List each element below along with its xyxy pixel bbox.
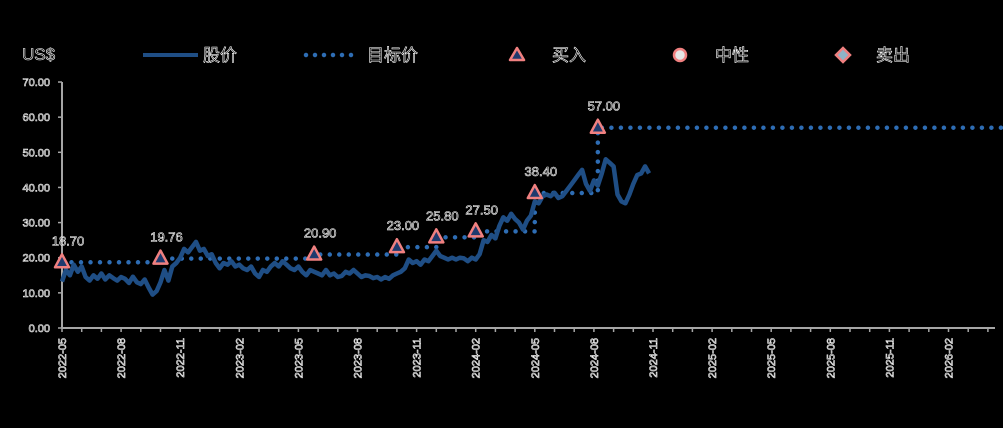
buy-triangle-icon (53, 253, 71, 269)
rating-markers: 18.70 19.76 20.90 23.00 25.80 27.50 38.40 57.00 (51, 98, 621, 269)
buy-triangle-icon (305, 245, 323, 261)
x-tick-label: 2025-05 (766, 338, 778, 378)
x-tick-label: 2024-08 (589, 338, 601, 378)
y-axis-unit-label: US$ (22, 45, 56, 64)
y-tick-label: 50.00 (22, 147, 50, 159)
legend-label-price: 股价 (203, 46, 237, 65)
x-tick-label: 2022-08 (116, 338, 128, 378)
y-tick-label: 40.00 (22, 182, 50, 194)
x-tick-label: 2024-02 (471, 338, 483, 378)
target-price-label: 57.00 (588, 99, 621, 114)
x-tick-label: 2024-05 (530, 338, 542, 378)
target-price-label: 20.90 (304, 226, 337, 241)
y-tick-label: 60.00 (22, 112, 50, 124)
legend-label-sell: 卖出 (876, 46, 910, 65)
legend-label-buy: 买入 (552, 46, 586, 65)
x-tick-label: 2022-05 (57, 338, 69, 378)
buy-triangle-icon (152, 249, 169, 265)
legend-label-neutral: 中性 (715, 46, 749, 65)
target-price-path (59, 125, 1003, 265)
target-price-label: 25.80 (426, 208, 459, 223)
x-tick-label: 2026-02 (944, 338, 956, 378)
target-price-line (59, 125, 1003, 265)
target-price-label: 19.76 (150, 230, 183, 245)
buy-triangle-icon (388, 237, 406, 254)
y-tick-label: 20.00 (22, 253, 50, 265)
y-tick-label: 30.00 (22, 218, 50, 230)
axes: 0.00 10.00 20.00 30.00 40.00 50.00 60.00 70.00 2… (22, 77, 995, 379)
buy-triangle-icon (428, 228, 445, 244)
legend-label-target: 目标价 (367, 46, 418, 65)
legend: 股价 目标价 买入 中性 卖出 (143, 46, 910, 65)
stock-price-path (59, 157, 652, 297)
stock-price-line (59, 157, 652, 297)
x-tick-label: 2025-11 (884, 338, 896, 378)
legend-triangle-icon (508, 46, 526, 62)
y-tick-label: 0.00 (29, 323, 50, 335)
x-tick-label: 2023-11 (412, 338, 424, 378)
x-tick-label: 2023-05 (293, 338, 305, 378)
buy-triangle-icon (467, 222, 484, 238)
x-tick-label: 2023-08 (353, 338, 365, 378)
buy-triangle-icon (526, 183, 544, 200)
x-tick-label: 2022-11 (175, 338, 187, 378)
x-tick-label: 2023-02 (234, 338, 246, 378)
target-price-label: 38.40 (525, 164, 558, 179)
x-tick-label: 2025-02 (707, 338, 719, 378)
buy-triangle-icon (589, 118, 607, 134)
x-tick-label: 2025-08 (825, 338, 837, 378)
legend-diamond-icon (834, 46, 852, 64)
y-tick-label: 10.00 (22, 288, 50, 300)
target-price-label: 27.50 (465, 202, 498, 217)
x-tick-label: 2024-11 (648, 338, 660, 378)
y-tick-label: 70.00 (22, 77, 50, 89)
target-price-label: 23.00 (387, 218, 420, 233)
target-price-label: 18.70 (52, 233, 85, 248)
legend-circle-icon (672, 47, 688, 63)
